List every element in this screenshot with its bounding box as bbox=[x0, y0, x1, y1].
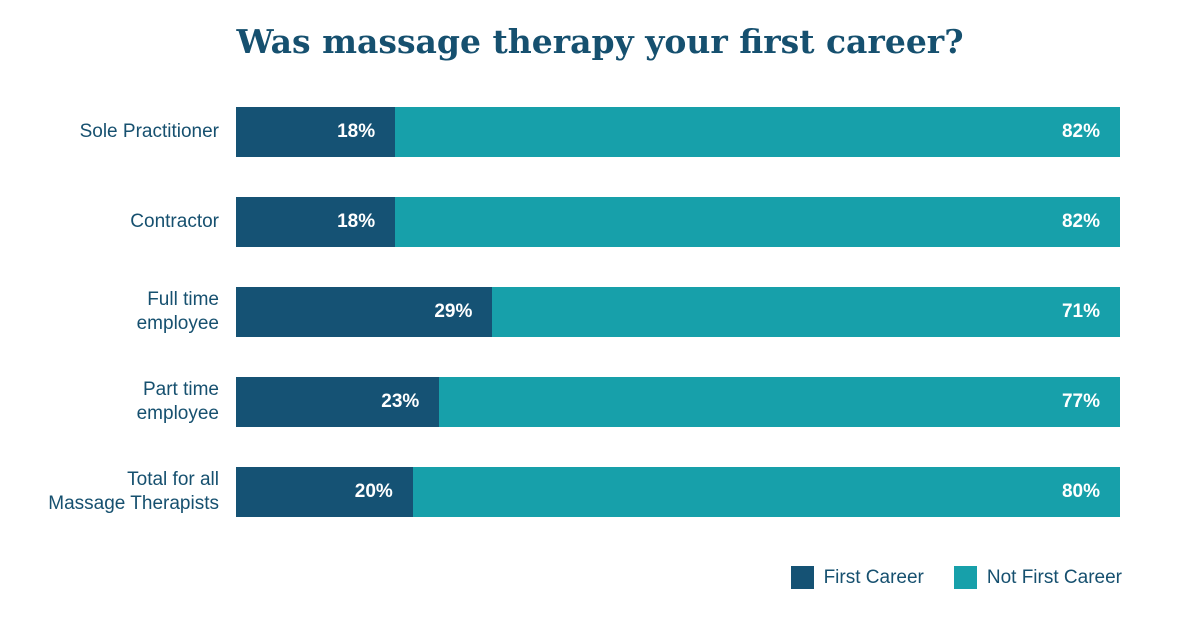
category-label: Full time employee bbox=[136, 289, 219, 334]
category-label: Sole Practitioner bbox=[79, 121, 219, 142]
category-label: Total for all Massage Therapists bbox=[48, 469, 219, 514]
chart-title: Was massage therapy your first career? bbox=[236, 22, 964, 61]
category-label: Part time employee bbox=[136, 379, 219, 424]
data-label: 18% bbox=[337, 121, 376, 142]
legend-label-first-career: First Career bbox=[823, 566, 924, 588]
bar-first-career: 18% bbox=[236, 197, 396, 247]
bar-first-career: 20% bbox=[236, 467, 413, 517]
data-label: 80% bbox=[1061, 481, 1100, 502]
bar-not-first-career: 77% bbox=[439, 377, 1120, 427]
bar-row: 29% 71% bbox=[236, 287, 1120, 337]
bar-not-first-career: 82% bbox=[395, 197, 1120, 247]
bar-first-career: 18% bbox=[236, 107, 396, 157]
legend-item-not-first-career: Not First Career bbox=[953, 566, 1122, 589]
bar-row: 23% 77% bbox=[236, 377, 1120, 427]
bar-not-first-career: 71% bbox=[492, 287, 1120, 337]
category-label: Contractor bbox=[130, 211, 219, 232]
data-label: 82% bbox=[1061, 211, 1100, 232]
data-label: 23% bbox=[381, 391, 420, 412]
data-label: 20% bbox=[354, 481, 393, 502]
bar-not-first-career: 80% bbox=[412, 467, 1120, 517]
legend-swatch-first-career bbox=[790, 566, 814, 589]
bar-first-career: 29% bbox=[236, 287, 493, 337]
legend-swatch-not-first-career bbox=[953, 566, 977, 589]
data-label: 29% bbox=[434, 301, 473, 322]
legend: First Career Not First Career bbox=[761, 566, 1122, 589]
bar-not-first-career: 82% bbox=[395, 107, 1120, 157]
bar-row: 18% 82% bbox=[236, 197, 1120, 247]
bar-first-career: 23% bbox=[236, 377, 440, 427]
legend-item-first-career: First Career bbox=[790, 566, 924, 589]
data-label: 77% bbox=[1061, 391, 1100, 412]
bar-row: 18% 82% bbox=[236, 107, 1120, 157]
legend-label-not-first-career: Not First Career bbox=[986, 566, 1122, 588]
data-label: 71% bbox=[1061, 301, 1100, 322]
data-label: 82% bbox=[1061, 121, 1100, 142]
bar-row: 20% 80% bbox=[236, 467, 1120, 517]
data-label: 18% bbox=[337, 211, 376, 232]
